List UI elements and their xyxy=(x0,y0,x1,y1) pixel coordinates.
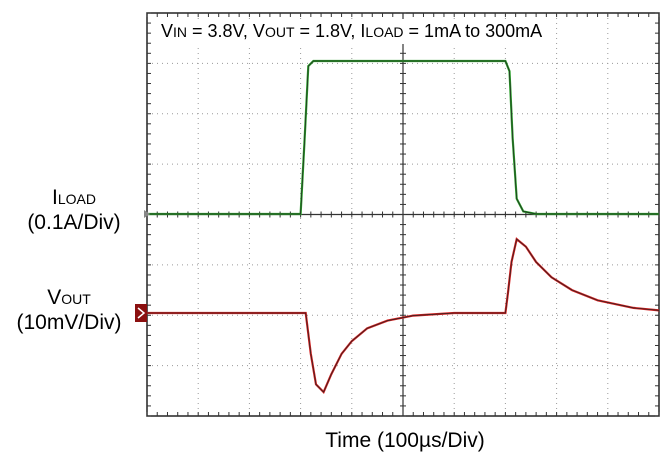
trace-vout-core xyxy=(147,238,660,393)
traces xyxy=(147,59,660,395)
iload-channel-label: ILOAD (0.1A/Div) xyxy=(27,186,121,234)
vout-marker-arrow xyxy=(137,307,146,319)
trace-iload-core xyxy=(147,60,659,215)
x-axis-label: Time (100µs/Div) xyxy=(325,429,485,452)
iload-ground-marker xyxy=(144,210,150,218)
vout-channel-label: VOUT (10mV/Div) xyxy=(16,286,122,334)
vout-ground-marker xyxy=(135,304,147,322)
test-conditions: VIN = 3.8V, VOUT = 1.8V, ILOAD = 1mA to … xyxy=(155,19,549,44)
channel-markers xyxy=(135,210,150,322)
